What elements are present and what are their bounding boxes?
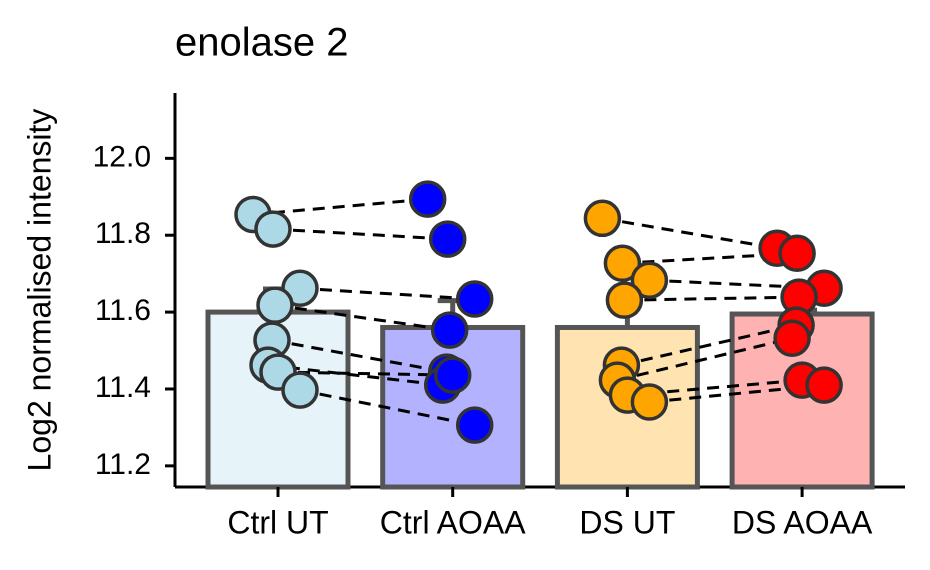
data-point — [281, 371, 319, 409]
pair-line — [271, 338, 447, 374]
data-point — [428, 220, 467, 258]
x-tick-label: Ctrl AOAA — [380, 504, 526, 540]
data-point — [605, 281, 644, 319]
pair-line — [299, 388, 475, 427]
pair-line — [624, 295, 800, 302]
pair-line — [277, 370, 453, 377]
y-tick-label: 11.2 — [95, 448, 151, 481]
pair-line — [252, 197, 428, 216]
data-point — [630, 383, 669, 421]
pair-line — [621, 323, 797, 367]
pair-line — [299, 286, 475, 301]
x-tick-label: Ctrl UT — [227, 504, 328, 540]
data-point — [603, 244, 642, 283]
pair-line — [602, 216, 778, 250]
pair-line — [267, 363, 443, 387]
x-tick-label: DS AOAA — [732, 504, 873, 540]
data-point — [408, 180, 447, 218]
y-tick-label: 12.0 — [93, 140, 151, 173]
data-point — [630, 261, 669, 299]
data-point — [254, 210, 292, 248]
chart-title: enolase 2 — [175, 21, 348, 65]
pair-line — [274, 303, 450, 332]
data-point — [583, 199, 622, 238]
y-tick-label: 11.6 — [95, 294, 151, 327]
data-point — [805, 366, 843, 404]
y-axis-label: Log2 normalised intensity — [21, 109, 57, 472]
data-point — [773, 319, 811, 357]
pair-line — [617, 336, 793, 382]
y-tick-label: 11.4 — [95, 371, 151, 404]
bar — [380, 324, 526, 490]
data-point — [430, 311, 469, 349]
data-point — [455, 406, 494, 444]
data-point — [455, 280, 494, 318]
data-point — [778, 234, 816, 273]
pair-line — [272, 227, 448, 241]
x-tick-label: DS UT — [579, 504, 675, 540]
data-point — [433, 356, 472, 394]
y-tick-label: 11.8 — [95, 217, 151, 250]
data-point — [256, 286, 294, 324]
